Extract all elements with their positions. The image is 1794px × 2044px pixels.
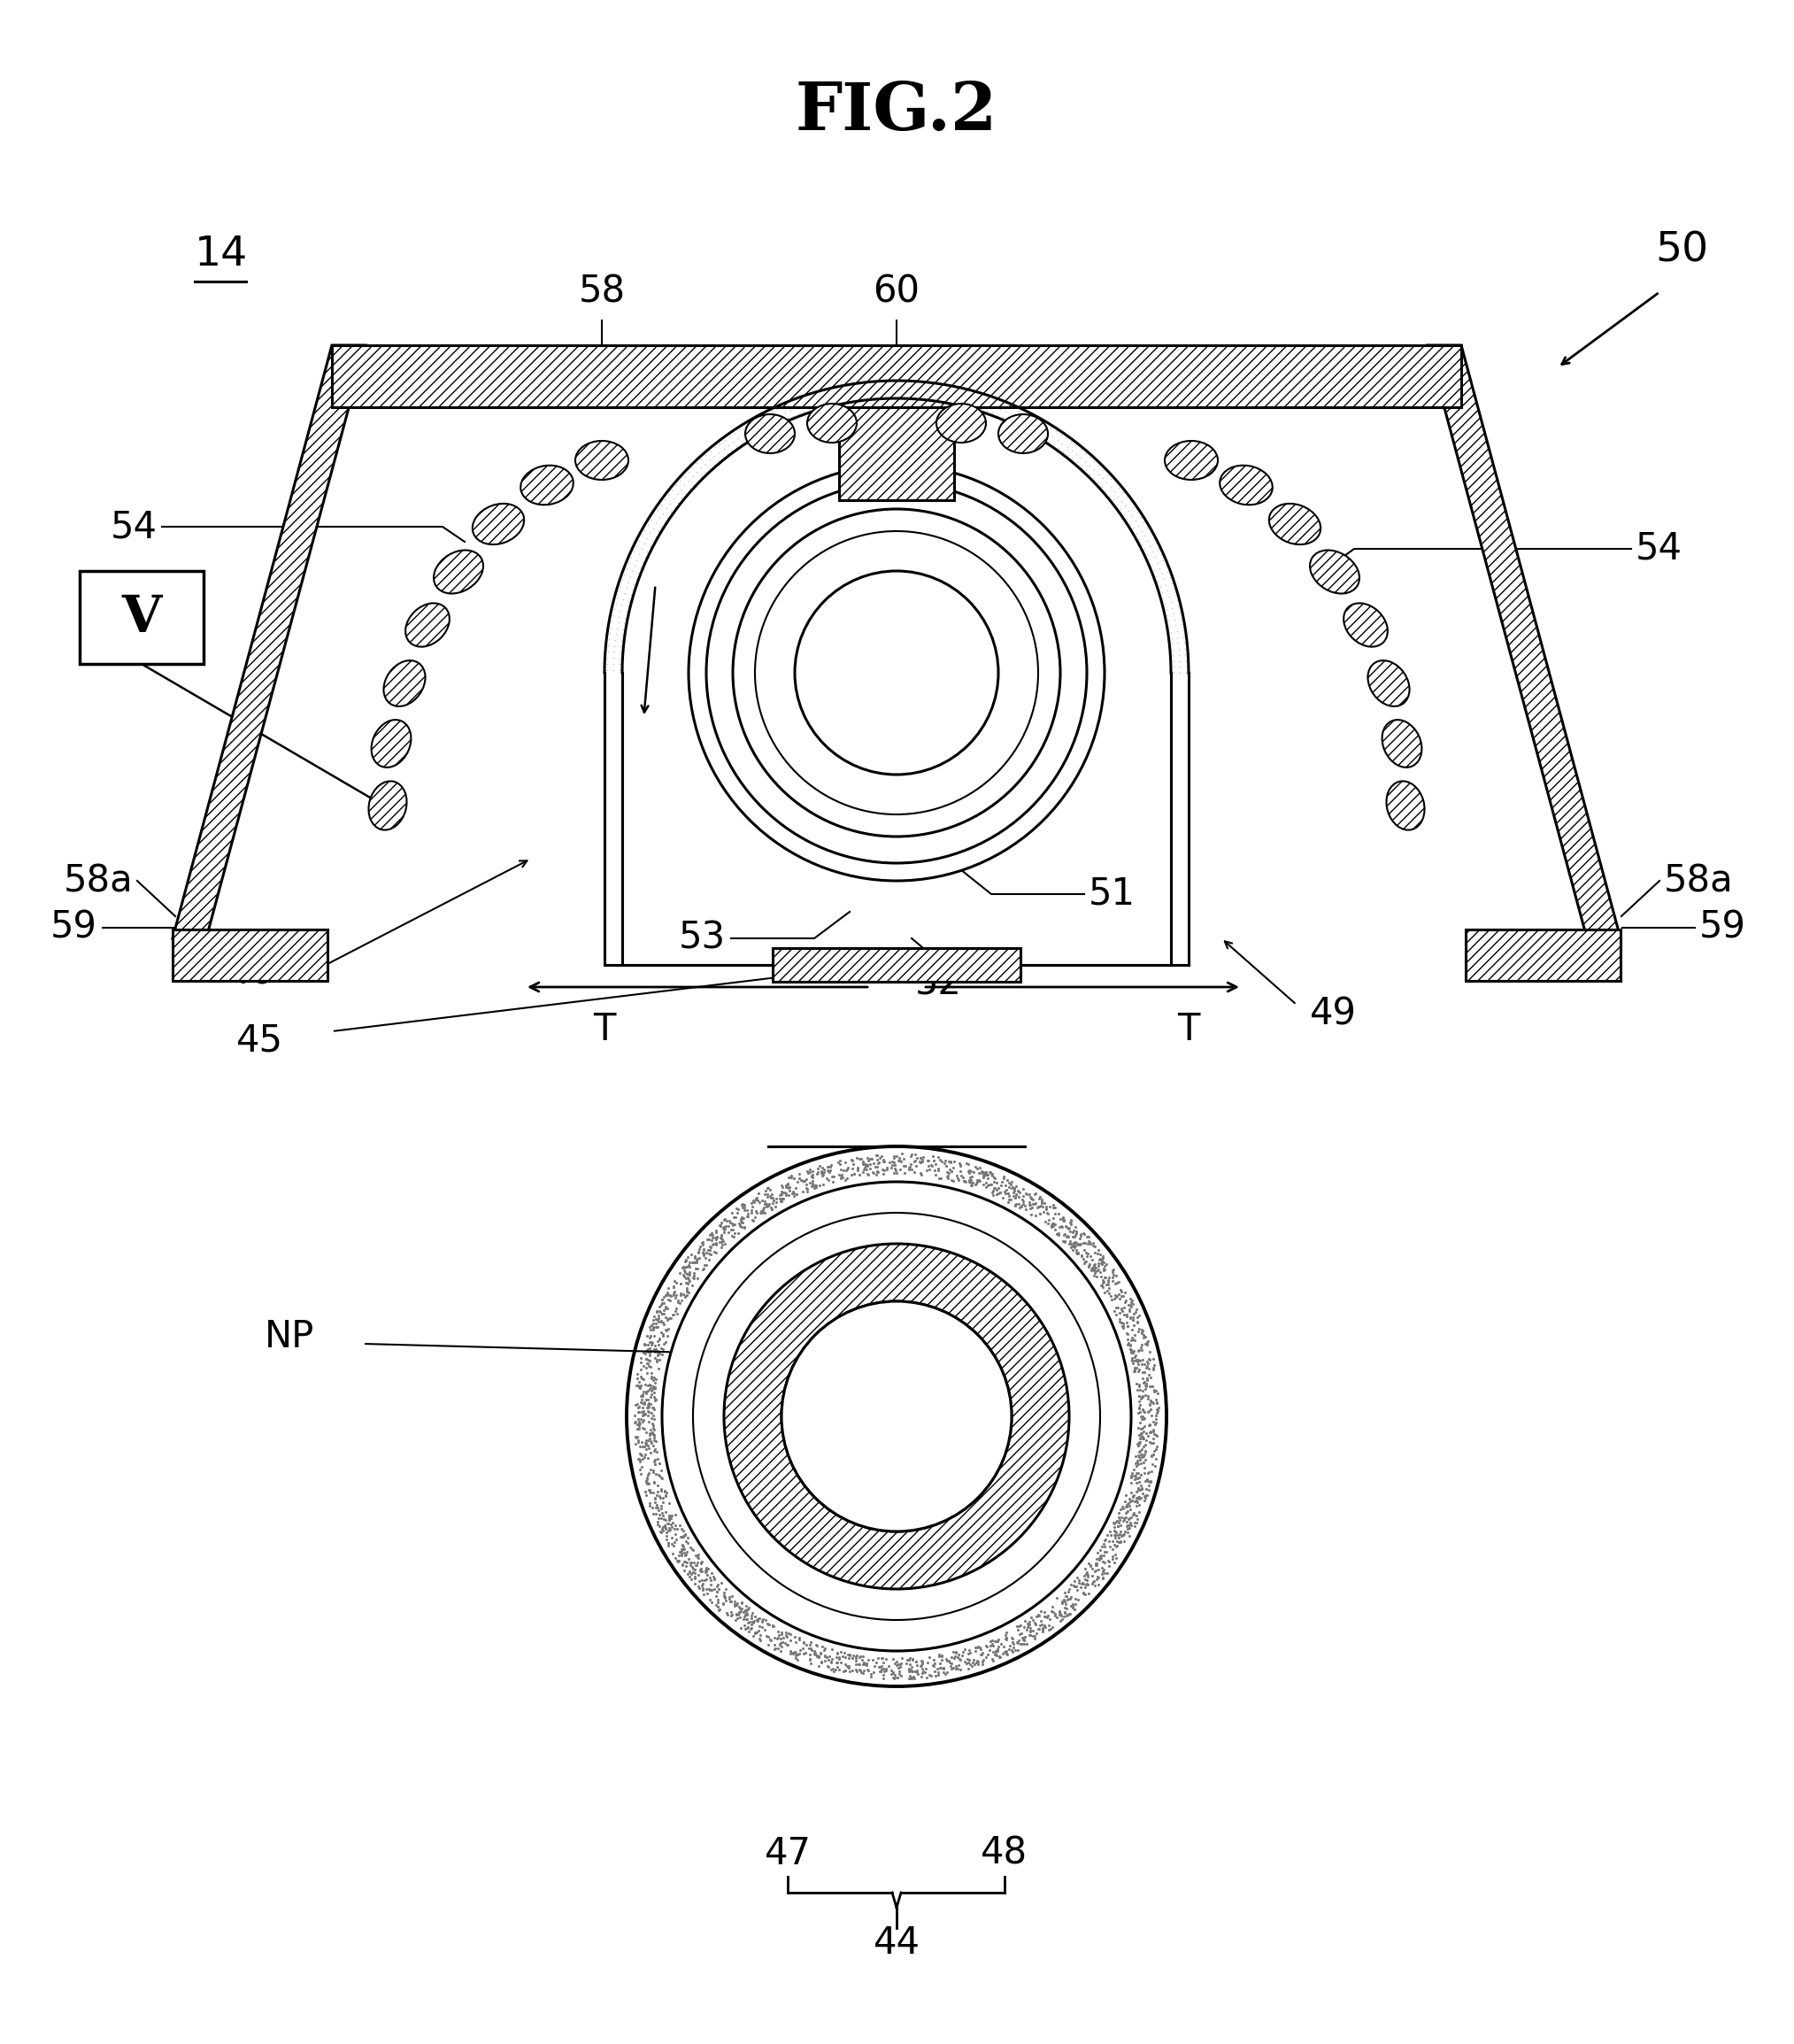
Text: 48: 48 — [981, 1836, 1028, 1872]
Ellipse shape — [1367, 660, 1410, 707]
Circle shape — [662, 1181, 1130, 1652]
Text: 58a: 58a — [63, 863, 133, 899]
Circle shape — [782, 1302, 1012, 1531]
Ellipse shape — [936, 403, 987, 444]
Circle shape — [795, 570, 997, 775]
Text: 54: 54 — [111, 509, 158, 546]
Circle shape — [732, 509, 1060, 836]
Text: 53: 53 — [678, 920, 727, 957]
Ellipse shape — [384, 660, 425, 707]
Text: 60: 60 — [874, 272, 920, 311]
Text: V: V — [122, 593, 161, 642]
Text: T: T — [1177, 1012, 1200, 1049]
Circle shape — [689, 464, 1105, 881]
Circle shape — [692, 1212, 1100, 1621]
Ellipse shape — [520, 466, 574, 505]
Text: 49: 49 — [1310, 995, 1356, 1032]
Ellipse shape — [1381, 719, 1423, 766]
Text: 45: 45 — [237, 1022, 283, 1059]
Ellipse shape — [434, 550, 483, 593]
Ellipse shape — [1164, 442, 1218, 480]
Ellipse shape — [1387, 781, 1424, 830]
Ellipse shape — [1220, 466, 1272, 505]
Ellipse shape — [1268, 503, 1320, 544]
Text: 59: 59 — [50, 910, 97, 946]
Bar — [332, 345, 1462, 407]
Ellipse shape — [997, 415, 1048, 454]
Ellipse shape — [371, 719, 411, 766]
Text: 46: 46 — [228, 955, 274, 991]
Bar — [79, 570, 203, 664]
Text: 50: 50 — [1656, 231, 1708, 270]
Ellipse shape — [1310, 550, 1360, 593]
Ellipse shape — [1344, 603, 1387, 646]
Ellipse shape — [472, 503, 524, 544]
Text: 58a: 58a — [1663, 863, 1733, 899]
Ellipse shape — [405, 603, 450, 646]
Polygon shape — [1428, 345, 1620, 938]
Text: 51: 51 — [1089, 875, 1136, 914]
Text: 47: 47 — [764, 1836, 811, 1872]
Circle shape — [707, 482, 1087, 863]
Text: 14: 14 — [196, 235, 248, 274]
Bar — [172, 930, 328, 981]
Ellipse shape — [745, 415, 795, 454]
Ellipse shape — [576, 442, 628, 480]
Text: T: T — [594, 1012, 615, 1049]
Text: NP: NP — [264, 1318, 314, 1355]
Text: 58: 58 — [578, 272, 626, 311]
Text: FIG.2: FIG.2 — [795, 80, 997, 145]
Text: 44: 44 — [874, 1925, 920, 1962]
Ellipse shape — [368, 781, 407, 830]
Bar — [1466, 930, 1620, 981]
Circle shape — [626, 1147, 1166, 1686]
Circle shape — [755, 531, 1039, 814]
Polygon shape — [172, 345, 366, 938]
Circle shape — [782, 1302, 1012, 1531]
Bar — [840, 407, 954, 501]
Bar — [773, 948, 1021, 981]
Text: 54: 54 — [1636, 529, 1683, 568]
Text: 59: 59 — [1699, 910, 1746, 946]
Circle shape — [725, 1243, 1069, 1588]
Text: 52: 52 — [915, 965, 962, 1002]
Ellipse shape — [807, 403, 858, 444]
